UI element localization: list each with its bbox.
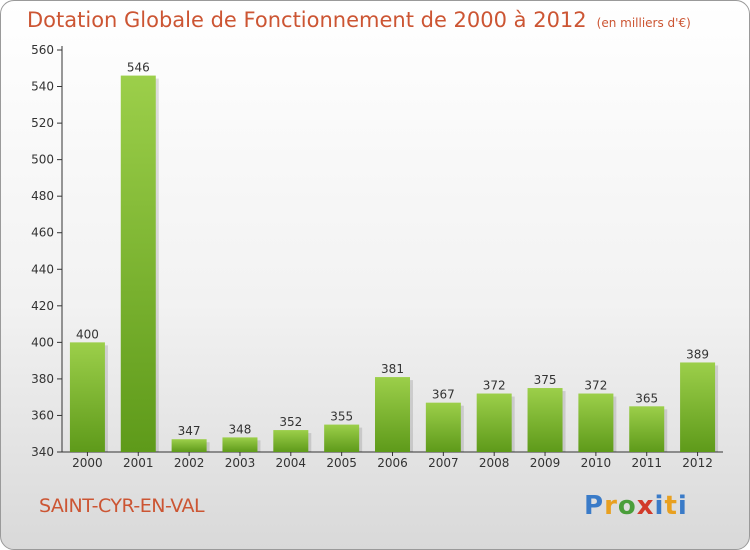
data-label: 348 (229, 422, 252, 436)
logo-letter: x (636, 491, 655, 521)
location-name: SAINT-CYR-EN-VAL (39, 495, 205, 517)
x-tick-label: 2003 (225, 456, 256, 470)
bar (680, 362, 716, 452)
bar (629, 406, 665, 452)
data-label: 546 (127, 61, 150, 75)
logo-letter: o (617, 491, 637, 521)
data-label: 372 (584, 379, 607, 393)
y-tick-label: 400 (31, 335, 54, 349)
y-tick-label: 560 (31, 43, 54, 57)
data-label: 389 (686, 347, 709, 361)
y-tick-label: 460 (31, 226, 54, 240)
y-tick-label: 520 (31, 116, 54, 130)
labels: 2000 400 2001 546 2002 347 2003 348 2004 352 2005 3… (72, 61, 713, 470)
data-label: 352 (279, 415, 302, 429)
bar (222, 437, 258, 452)
bar (273, 430, 309, 452)
proxiti-logo[interactable]: Proxiti (584, 491, 688, 521)
bar (120, 75, 156, 452)
bar (171, 439, 207, 452)
x-tick-label: 2002 (174, 456, 205, 470)
x-tick-label: 2000 (72, 456, 103, 470)
bar (69, 342, 105, 452)
x-tick-label: 2012 (682, 456, 713, 470)
data-label: 347 (178, 424, 201, 438)
x-tick-label: 2009 (530, 456, 561, 470)
data-label: 367 (432, 388, 455, 402)
logo-letter: r (604, 491, 618, 521)
y-tick-label: 500 (31, 153, 54, 167)
x-tick-label: 2001 (123, 456, 154, 470)
data-label: 372 (483, 379, 506, 393)
logo-letter: P (584, 491, 605, 521)
data-label: 375 (534, 373, 557, 387)
x-tick-label: 2006 (377, 456, 408, 470)
x-tick-label: 2011 (631, 456, 662, 470)
x-tick-label: 2004 (276, 456, 307, 470)
data-label: 365 (635, 391, 658, 405)
x-tick-label: 2007 (428, 456, 459, 470)
logo-letter: i (677, 491, 688, 521)
logo-letter: t (664, 491, 678, 521)
data-label: 381 (381, 362, 404, 376)
bar (476, 393, 512, 452)
bar (425, 402, 461, 452)
y-tick-label: 340 (31, 445, 54, 459)
bar (324, 424, 360, 452)
bar (527, 388, 563, 452)
y-tick-label: 440 (31, 262, 54, 276)
y-tick-label: 480 (31, 189, 54, 203)
logo-letter: i (654, 491, 665, 521)
x-tick-label: 2008 (479, 456, 510, 470)
y-tick-label: 360 (31, 408, 54, 422)
y-tick-label: 420 (31, 299, 54, 313)
data-label: 355 (330, 410, 353, 424)
bar (375, 377, 410, 452)
data-label: 400 (76, 327, 99, 341)
y-tick-label: 380 (31, 372, 54, 386)
bars (69, 75, 719, 452)
chart-title: Dotation Globale de Fonctionnement de 20… (27, 8, 691, 32)
axes: 340 360 380 400 420 440 460 480 500 520 540 560 (31, 43, 723, 459)
unit-note: (en milliers d'€) (596, 16, 691, 30)
x-tick-label: 2010 (581, 456, 612, 470)
bar (578, 393, 614, 452)
x-tick-label: 2005 (326, 456, 357, 470)
y-tick-label: 540 (31, 80, 54, 94)
